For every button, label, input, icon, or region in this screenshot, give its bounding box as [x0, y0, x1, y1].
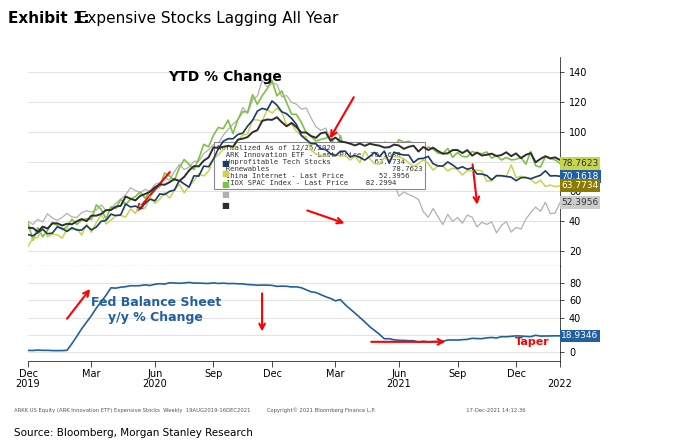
Text: Exhibit 1:: Exhibit 1:: [8, 11, 90, 26]
Text: ■: ■: [221, 169, 229, 179]
Text: Mar: Mar: [326, 369, 344, 379]
Text: Dec: Dec: [262, 369, 281, 379]
Text: Mar: Mar: [82, 369, 101, 379]
Text: Dec: Dec: [18, 369, 38, 379]
Text: 2020: 2020: [143, 379, 167, 389]
Text: YTD % Change: YTD % Change: [168, 70, 282, 84]
Text: 52.3956: 52.3956: [561, 198, 598, 207]
Text: ARKK US Equity (ARK Innovation ETF) Expensive Stocks  Weekly  19AUG2019-16DEC202: ARKK US Equity (ARK Innovation ETF) Expe…: [14, 407, 526, 413]
Text: Expensive Stocks Lagging All Year: Expensive Stocks Lagging All Year: [68, 11, 338, 26]
Text: Source: Bloomberg, Morgan Stanley Research: Source: Bloomberg, Morgan Stanley Resear…: [14, 428, 253, 438]
Text: ■: ■: [221, 201, 229, 210]
Text: Taper: Taper: [514, 337, 550, 347]
Text: 18.9346: 18.9346: [561, 331, 598, 341]
Text: 2022: 2022: [547, 379, 573, 389]
Text: 2021: 2021: [386, 379, 412, 389]
Text: ■ ROC (S2) (FAMBAST)  18.9346: ■ ROC (S2) (FAMBAST) 18.9346: [32, 259, 169, 268]
Text: ■: ■: [221, 180, 229, 189]
Text: Jun: Jun: [391, 369, 407, 379]
Text: ■: ■: [221, 191, 229, 199]
Text: Fed Balance Sheet
y/y % Change: Fed Balance Sheet y/y % Change: [90, 296, 220, 324]
Text: Dec: Dec: [507, 369, 526, 379]
Text: 2019: 2019: [15, 379, 41, 389]
Text: 78.7623: 78.7623: [561, 159, 598, 168]
Text: Jun: Jun: [147, 369, 162, 379]
Text: Sep: Sep: [204, 369, 223, 379]
Text: 70.1618: 70.1618: [561, 172, 598, 181]
Text: ■: ■: [221, 159, 229, 168]
Text: Sep: Sep: [448, 369, 467, 379]
Text: 63.7734: 63.7734: [561, 181, 598, 190]
Text: Normalized As of 12/25/2020
  ARK Innovation ETF - Last Price  70.1638
  Unprofi: Normalized As of 12/25/2020 ARK Innovati…: [217, 145, 423, 186]
